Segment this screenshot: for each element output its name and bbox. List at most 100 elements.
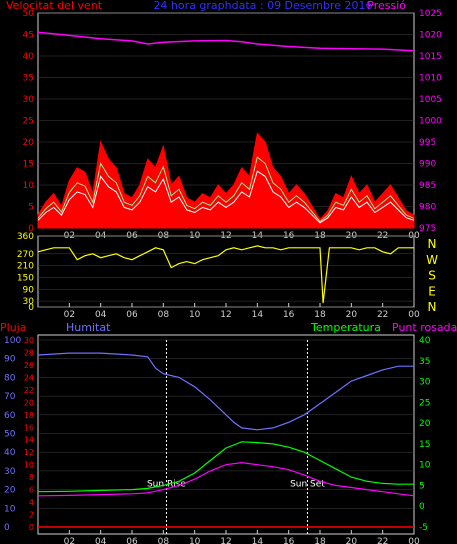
direction-tick-label: 90 — [23, 285, 35, 295]
wind-tick-label: 35 — [23, 74, 34, 84]
pressure-tick-label: 980 — [419, 203, 436, 213]
temperature-tick-label: 40 — [419, 336, 431, 346]
humidity-tick-label: 6 — [29, 486, 34, 495]
temperature-tick-label: 15 — [419, 440, 430, 450]
rain-tick-label: 20 — [4, 486, 16, 496]
rain-axis-title: Pluja — [0, 321, 26, 334]
rain-tick-label: 50 — [4, 430, 16, 440]
wind-tick-label: 0 — [28, 224, 34, 234]
wind-tick-label: 15 — [23, 160, 34, 170]
x-tick-label: 18 — [314, 310, 326, 320]
pressure-line — [37, 31, 415, 52]
x-tick-label: 00 — [408, 231, 420, 241]
x-tick-label: 06 — [126, 310, 138, 320]
x-tick-label: 02 — [64, 537, 75, 544]
wind-tick-label: 5 — [28, 203, 34, 213]
rain-tick-label: 70 — [4, 392, 16, 402]
wind-tick-label: 40 — [23, 52, 35, 62]
x-tick-label: 12 — [220, 310, 231, 320]
x-tick-label: 14 — [252, 537, 264, 544]
x-tick-label: 00 — [408, 537, 420, 544]
humidity-tick-label: 22 — [24, 386, 34, 395]
pressure-tick-label: 1020 — [419, 31, 442, 41]
x-tick-label: 04 — [95, 310, 107, 320]
rain-tick-label: 30 — [4, 467, 16, 477]
rain-tick-label: 0 — [4, 523, 10, 533]
temperature-tick-label: -5 — [419, 523, 428, 533]
x-tick-label: 08 — [158, 537, 170, 544]
x-tick-label: 00 — [408, 310, 420, 320]
direction-tick-label: 360 — [17, 232, 34, 242]
pressure-tick-label: 1015 — [419, 52, 442, 62]
direction-tick-label: 150 — [17, 273, 34, 283]
sun-event-label: Sun Set — [290, 479, 325, 489]
wind-speed-axis-title: Velocitat del vent — [6, 0, 103, 12]
humidity-axis-title: Humitat — [66, 321, 111, 334]
direction-tick-label: 270 — [17, 250, 34, 260]
humidity-tick-label: 0 — [29, 523, 34, 532]
wind-tick-label: 30 — [23, 95, 35, 105]
direction-tick-label: 210 — [17, 262, 34, 272]
humidity-tick-label: 8 — [29, 473, 34, 482]
compass-label: N — [428, 300, 437, 314]
pressure-tick-label: 1000 — [419, 117, 442, 127]
humidity-tick-label: 10 — [24, 461, 34, 470]
dewpoint-line — [37, 461, 415, 497]
humidity-line — [37, 352, 414, 431]
pressure-tick-label: 975 — [419, 224, 436, 234]
temperature-tick-label: 10 — [419, 461, 431, 471]
rain-tick-label: 60 — [4, 411, 16, 421]
x-tick-label: 10 — [189, 310, 201, 320]
wind-tick-label: 25 — [23, 117, 34, 127]
humidity-tick-label: 12 — [24, 448, 34, 457]
wind-tick-label: 10 — [23, 181, 35, 191]
compass-label: S — [428, 269, 436, 283]
rain-tick-label: 90 — [4, 355, 16, 365]
rain-tick-label: 40 — [4, 448, 16, 458]
wind-average-line — [37, 170, 415, 224]
humidity-tick-label: 18 — [24, 411, 34, 420]
temperature-tick-label: 5 — [419, 481, 425, 491]
rain-tick-label: 80 — [4, 373, 16, 383]
direction-tick-label: 0 — [28, 303, 34, 313]
humidity-tick-label: 20 — [24, 398, 34, 407]
wind-tick-label: 20 — [23, 138, 35, 148]
dewpoint-axis-title: Punt rosada — [392, 321, 457, 334]
x-tick-label: 16 — [283, 537, 295, 544]
x-tick-label: 08 — [158, 310, 170, 320]
pressure-tick-label: 1025 — [419, 9, 442, 19]
pressure-tick-label: 990 — [419, 160, 436, 170]
humidity-tick-label: 4 — [29, 498, 34, 507]
temperature-tick-label: 30 — [419, 378, 431, 388]
x-tick-label: 16 — [283, 310, 295, 320]
compass-label: E — [428, 284, 436, 298]
x-tick-label: 14 — [252, 310, 264, 320]
x-tick-label: 04 — [95, 537, 107, 544]
pressure-tick-label: 1005 — [419, 95, 442, 105]
x-tick-label: 22 — [377, 537, 388, 544]
humidity-tick-label: 28 — [24, 348, 34, 357]
pressure-axis-title: Pressió — [367, 0, 406, 12]
compass-label: W — [426, 253, 438, 267]
pressure-tick-label: 1010 — [419, 74, 442, 84]
wind-speed-area — [37, 132, 415, 229]
humidity-tick-label: 30 — [24, 336, 34, 345]
pressure-tick-label: 995 — [419, 138, 436, 148]
chart-title: 24 hora graphdata : 09 Desembre 2016 — [153, 0, 372, 12]
x-tick-label: 18 — [314, 537, 326, 544]
temperature-tick-label: 0 — [419, 502, 425, 512]
humidity-tick-label: 2 — [29, 511, 34, 520]
temperature-tick-label: 25 — [419, 398, 430, 408]
compass-label: N — [428, 237, 437, 251]
humidity-tick-label: 26 — [24, 361, 34, 370]
x-tick-label: 20 — [346, 310, 358, 320]
wind-tick-label: 50 — [23, 9, 35, 19]
x-tick-label: 12 — [220, 537, 231, 544]
x-tick-label: 06 — [126, 537, 138, 544]
temperature-tick-label: 20 — [419, 419, 431, 429]
rain-tick-label: 100 — [4, 336, 21, 346]
wind-direction-line — [37, 245, 414, 304]
temperature-line — [37, 441, 414, 493]
temperature-axis-title: Temperatura — [310, 321, 381, 334]
